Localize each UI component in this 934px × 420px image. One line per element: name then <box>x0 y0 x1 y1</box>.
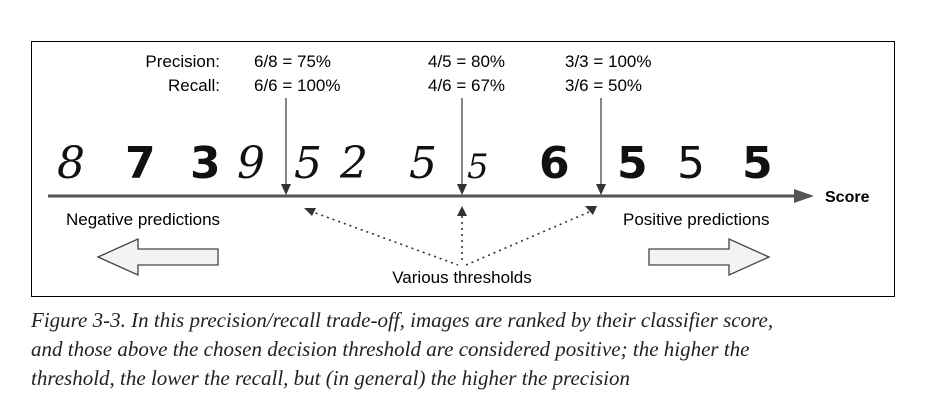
digit-12: 5 <box>742 138 773 189</box>
positive-block-arrow <box>648 237 771 277</box>
threshold-2-precision: 4/5 = 80% <box>428 52 505 71</box>
negative-block-arrow <box>96 237 219 277</box>
threshold-3-recall: 3/6 = 50% <box>565 76 642 95</box>
positive-predictions-label: Positive predictions <box>623 210 769 229</box>
digit-9: 6 <box>539 138 570 189</box>
digit-11: 5 <box>677 138 705 189</box>
threshold-3-precision: 3/3 = 100% <box>565 52 652 71</box>
figure-caption: Figure 3-3. In this precision/recall tra… <box>31 306 911 393</box>
threshold-2-arrow <box>457 98 467 195</box>
threshold-diagram: Precision: Recall: 6/8 = 75% 6/6 = 100% … <box>48 52 870 287</box>
recall-label: Recall: <box>168 76 220 95</box>
precision-label: Precision: <box>145 52 220 71</box>
negative-predictions-label: Negative predictions <box>66 210 220 229</box>
digit-4: 9 <box>237 138 265 189</box>
caption-line-3: threshold, the lower the recall, but (in… <box>31 366 630 390</box>
threshold-pointers <box>304 206 597 266</box>
figure-box: Precision: Recall: 6/8 = 75% 6/6 = 100% … <box>31 41 895 297</box>
threshold-2-recall: 4/6 = 67% <box>428 76 505 95</box>
threshold-1-precision: 6/8 = 75% <box>254 52 331 71</box>
digit-1: 8 <box>57 138 85 189</box>
digit-3: 3 <box>190 138 221 189</box>
digit-5: 5 <box>294 138 322 189</box>
score-axis <box>48 189 814 203</box>
digit-8: 5 <box>467 147 489 187</box>
digit-6: 2 <box>339 138 368 189</box>
digit-7: 5 <box>409 138 437 189</box>
digit-10: 5 <box>617 138 648 189</box>
digit-2: 7 <box>125 138 156 189</box>
caption-line-2: and those above the chosen decision thre… <box>31 337 750 361</box>
various-thresholds-label: Various thresholds <box>392 268 532 287</box>
threshold-1-arrow <box>281 98 291 195</box>
threshold-1-recall: 6/6 = 100% <box>254 76 341 95</box>
score-label: Score <box>825 189 870 206</box>
threshold-3-arrow <box>596 98 606 195</box>
caption-line-1: Figure 3-3. In this precision/recall tra… <box>31 308 774 332</box>
